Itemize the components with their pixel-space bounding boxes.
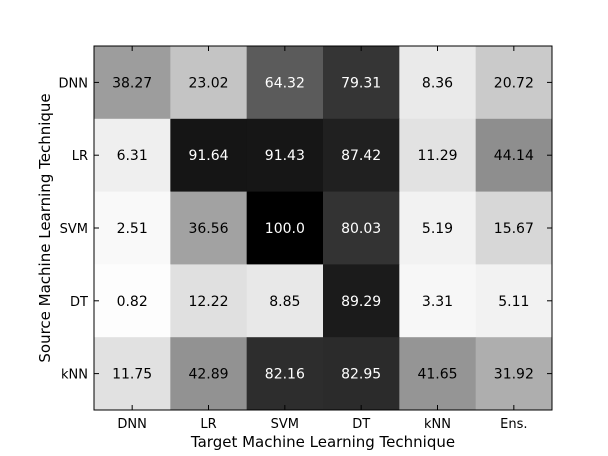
cell-value-label: 12.22	[188, 294, 228, 310]
heatmap-cell	[170, 191, 248, 265]
cell-value-label: 0.82	[117, 294, 148, 310]
cell-value-label: 3.31	[422, 294, 453, 310]
cell-value-label: 38.27	[112, 75, 152, 91]
x-axis-label: Target Machine Learning Technique	[190, 433, 455, 451]
y-tick-label: kNN	[61, 368, 88, 383]
cell-value-label: 42.89	[188, 367, 228, 383]
heatmap-cell	[399, 337, 477, 411]
cell-value-label: 100.0	[265, 221, 305, 237]
heatmap-cell-labels: 38.27 23.02 64.32 79.31 8.36 20.72 6.31 91.64 91…	[112, 75, 534, 382]
heatmap-cell	[246, 46, 324, 120]
cell-value-label: 31.92	[494, 367, 534, 383]
heatmap-cell	[94, 46, 171, 120]
heatmap-cell	[323, 118, 400, 193]
heatmap-cell	[323, 264, 400, 338]
cell-value-label: 87.42	[341, 148, 381, 164]
heatmap-cell	[246, 191, 324, 265]
y-tick-label: LR	[72, 149, 88, 164]
cell-value-label: 8.36	[422, 75, 453, 91]
cell-value-label: 80.03	[341, 221, 381, 237]
x-tick-label: SVM	[271, 417, 299, 432]
cell-value-label: 6.31	[117, 148, 148, 164]
y-axis-ticks: DNN LR SVM DT kNN	[59, 76, 552, 383]
heatmap-cell	[170, 118, 248, 193]
heatmap-cell	[475, 46, 553, 120]
heatmap-cell	[94, 264, 171, 338]
heatmap-cell	[323, 191, 400, 265]
cell-value-label: 82.95	[341, 367, 381, 383]
heatmap-cells	[94, 46, 553, 411]
cell-value-label: 82.16	[265, 367, 305, 383]
heatmap-cell	[246, 337, 324, 411]
cell-value-label: 91.43	[265, 148, 305, 164]
x-axis-ticks: DNN LR SVM DT kNN Ens.	[117, 46, 528, 432]
cell-value-label: 91.64	[188, 148, 228, 164]
x-tick-label: DNN	[117, 417, 146, 432]
cell-value-label: 8.85	[269, 294, 300, 310]
heatmap-cell	[246, 118, 324, 193]
cell-value-label: 5.19	[422, 221, 453, 237]
cell-value-label: 11.29	[417, 148, 457, 164]
cell-value-label: 41.65	[417, 367, 457, 383]
x-tick-label: LR	[200, 417, 216, 432]
heatmap-cell	[323, 46, 400, 120]
heatmap-cell	[475, 264, 553, 338]
heatmap-cell	[170, 264, 248, 338]
heatmap-cell	[399, 46, 477, 120]
y-axis-label: Source Machine Learning Technique	[36, 93, 54, 362]
cell-value-label: 36.56	[188, 221, 228, 237]
heatmap-cell	[475, 191, 553, 265]
heatmap-cell	[170, 46, 248, 120]
heatmap-cell	[475, 118, 553, 193]
y-tick-label: DT	[70, 295, 88, 310]
cell-value-label: 23.02	[188, 75, 228, 91]
cell-value-label: 89.29	[341, 294, 381, 310]
heatmap-cell	[94, 191, 171, 265]
cell-value-label: 20.72	[494, 75, 534, 91]
y-tick-label: SVM	[60, 222, 88, 237]
heatmap-cell	[475, 337, 553, 411]
cell-value-label: 2.51	[117, 221, 148, 237]
heatmap-cell	[94, 337, 171, 411]
x-tick-label: Ens.	[500, 417, 527, 432]
x-tick-label: DT	[352, 417, 370, 432]
cell-value-label: 64.32	[265, 75, 305, 91]
cell-value-label: 44.14	[494, 148, 534, 164]
heatmap-cell	[94, 118, 171, 193]
heatmap-cell	[399, 191, 477, 265]
heatmap-cell	[399, 118, 477, 193]
heatmap-cell	[170, 337, 248, 411]
y-tick-label: DNN	[59, 76, 88, 91]
cell-value-label: 15.67	[494, 221, 534, 237]
cell-value-label: 5.11	[498, 294, 529, 310]
cell-value-label: 79.31	[341, 75, 381, 91]
heatmap-cell	[399, 264, 477, 338]
heatmap-cell	[246, 264, 324, 338]
heatmap-cell	[323, 337, 400, 411]
cell-value-label: 11.75	[112, 367, 152, 383]
x-tick-label: kNN	[424, 417, 451, 432]
